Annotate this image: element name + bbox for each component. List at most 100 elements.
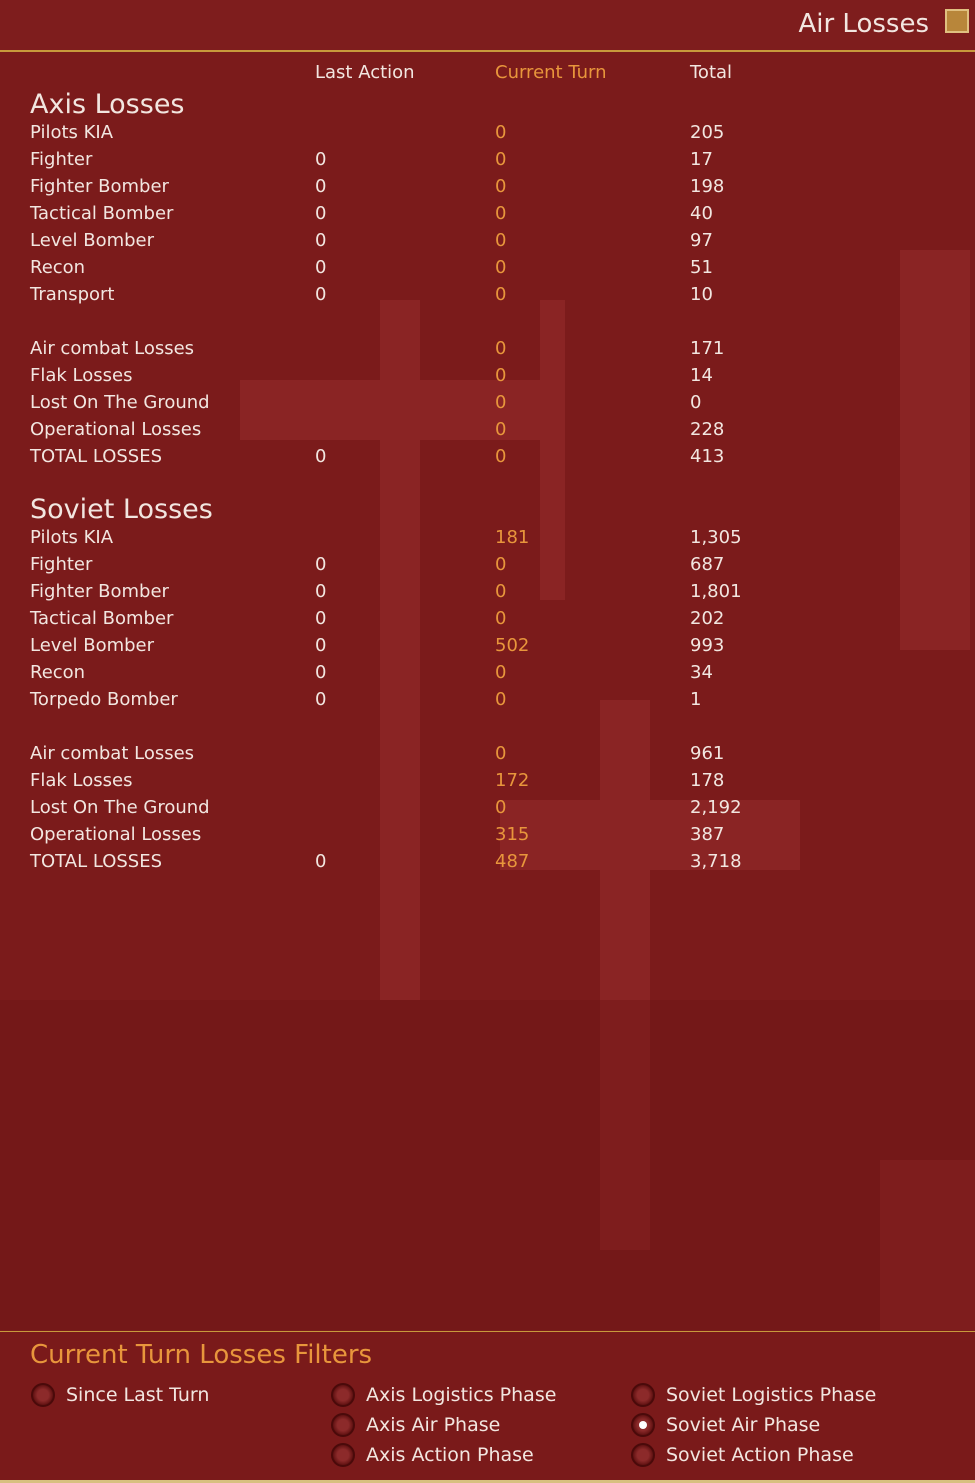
bg-cross xyxy=(500,800,800,870)
row-label: Fighter Bomber xyxy=(30,176,169,197)
filter-panel xyxy=(0,1331,975,1483)
cell-total: 2,192 xyxy=(690,797,742,818)
cell-total: 413 xyxy=(690,446,725,467)
cell-last-action: 0 xyxy=(315,554,327,575)
cell-total: 387 xyxy=(690,824,725,845)
radio-label[interactable]: Axis Action Phase xyxy=(366,1444,534,1466)
bg-ground xyxy=(0,1000,975,1330)
close-icon[interactable] xyxy=(945,9,969,33)
row-label: Operational Losses xyxy=(30,824,202,845)
cell-total: 1,305 xyxy=(690,527,742,548)
cell-last-action: 0 xyxy=(315,257,327,278)
cell-total: 205 xyxy=(690,122,725,143)
cell-current-turn: 0 xyxy=(495,284,507,305)
row-label: Tactical Bomber xyxy=(30,608,174,629)
row-label: Recon xyxy=(30,662,86,683)
cell-current-turn: 0 xyxy=(495,689,507,710)
cell-current-turn: 0 xyxy=(495,176,507,197)
cell-current-turn: 0 xyxy=(495,122,507,143)
cell-last-action: 0 xyxy=(315,635,327,656)
window-title: Air Losses xyxy=(798,9,929,39)
section-title: Soviet Losses xyxy=(30,494,213,525)
cell-last-action: 0 xyxy=(315,662,327,683)
cell-current-turn: 502 xyxy=(495,635,530,656)
cell-total: 34 xyxy=(690,662,713,683)
cell-total: 961 xyxy=(690,743,725,764)
cell-total: 97 xyxy=(690,230,713,251)
cell-current-turn: 0 xyxy=(495,365,507,386)
cell-last-action: 0 xyxy=(315,149,327,170)
radio-button[interactable] xyxy=(331,1413,355,1437)
cell-total: 1 xyxy=(690,689,702,710)
cell-current-turn: 487 xyxy=(495,851,530,872)
column-header: Total xyxy=(690,62,733,83)
cell-last-action: 0 xyxy=(315,851,327,872)
radio-button[interactable] xyxy=(631,1413,655,1437)
cell-last-action: 0 xyxy=(315,689,327,710)
cell-last-action: 0 xyxy=(315,284,327,305)
cell-current-turn: 315 xyxy=(495,824,530,845)
cell-current-turn: 181 xyxy=(495,527,530,548)
cell-last-action: 0 xyxy=(315,203,327,224)
cell-current-turn: 0 xyxy=(495,608,507,629)
row-label: Fighter xyxy=(30,554,93,575)
row-label: Fighter xyxy=(30,149,93,170)
cell-current-turn: 0 xyxy=(495,419,507,440)
cell-current-turn: 0 xyxy=(495,743,507,764)
bg-cross xyxy=(600,700,650,1250)
radio-label[interactable]: Soviet Air Phase xyxy=(666,1414,821,1436)
cell-total: 3,718 xyxy=(690,851,742,872)
cell-total: 198 xyxy=(690,176,725,197)
row-label: Flak Losses xyxy=(30,365,133,386)
cell-current-turn: 0 xyxy=(495,257,507,278)
cell-total: 17 xyxy=(690,149,713,170)
cell-total: 14 xyxy=(690,365,713,386)
radio-button[interactable] xyxy=(631,1383,655,1407)
cell-current-turn: 0 xyxy=(495,149,507,170)
cell-total: 40 xyxy=(690,203,713,224)
cell-current-turn: 0 xyxy=(495,662,507,683)
radio-label[interactable]: Soviet Logistics Phase xyxy=(666,1384,877,1406)
radio-button[interactable] xyxy=(31,1383,55,1407)
cell-last-action: 0 xyxy=(315,608,327,629)
column-header: Current Turn xyxy=(495,62,607,83)
cell-current-turn: 0 xyxy=(495,203,507,224)
row-label: Air combat Losses xyxy=(30,338,195,359)
row-label: Operational Losses xyxy=(30,419,202,440)
bg-cross xyxy=(240,380,560,440)
radio-label[interactable]: Axis Logistics Phase xyxy=(366,1384,557,1406)
row-label: TOTAL LOSSES xyxy=(30,851,163,872)
row-label: Flak Losses xyxy=(30,770,133,791)
cell-total: 993 xyxy=(690,635,725,656)
filter-title: Current Turn Losses Filters xyxy=(30,1340,373,1370)
radio-label[interactable]: Since Last Turn xyxy=(66,1384,210,1406)
cell-current-turn: 0 xyxy=(495,797,507,818)
radio-label[interactable]: Soviet Action Phase xyxy=(666,1444,854,1466)
cell-total: 202 xyxy=(690,608,725,629)
row-label: TOTAL LOSSES xyxy=(30,446,163,467)
bg-stone xyxy=(880,1160,975,1330)
row-label: Pilots KIA xyxy=(30,122,114,143)
radio-button[interactable] xyxy=(331,1443,355,1467)
cell-total: 10 xyxy=(690,284,713,305)
row-label: Fighter Bomber xyxy=(30,581,169,602)
row-label: Pilots KIA xyxy=(30,527,114,548)
column-header: Last Action xyxy=(315,62,415,83)
row-label: Air combat Losses xyxy=(30,743,195,764)
cell-total: 51 xyxy=(690,257,713,278)
cell-last-action: 0 xyxy=(315,230,327,251)
cell-total: 687 xyxy=(690,554,725,575)
radio-button[interactable] xyxy=(331,1383,355,1407)
bg-cross xyxy=(900,250,970,650)
row-label: Lost On The Ground xyxy=(30,797,210,818)
cell-current-turn: 0 xyxy=(495,338,507,359)
radio-button[interactable] xyxy=(631,1443,655,1467)
row-label: Tactical Bomber xyxy=(30,203,174,224)
row-label: Transport xyxy=(30,284,115,305)
cell-current-turn: 0 xyxy=(495,392,507,413)
cell-total: 171 xyxy=(690,338,725,359)
row-label: Level Bomber xyxy=(30,635,155,656)
radio-label[interactable]: Axis Air Phase xyxy=(366,1414,501,1436)
cell-total: 228 xyxy=(690,419,725,440)
